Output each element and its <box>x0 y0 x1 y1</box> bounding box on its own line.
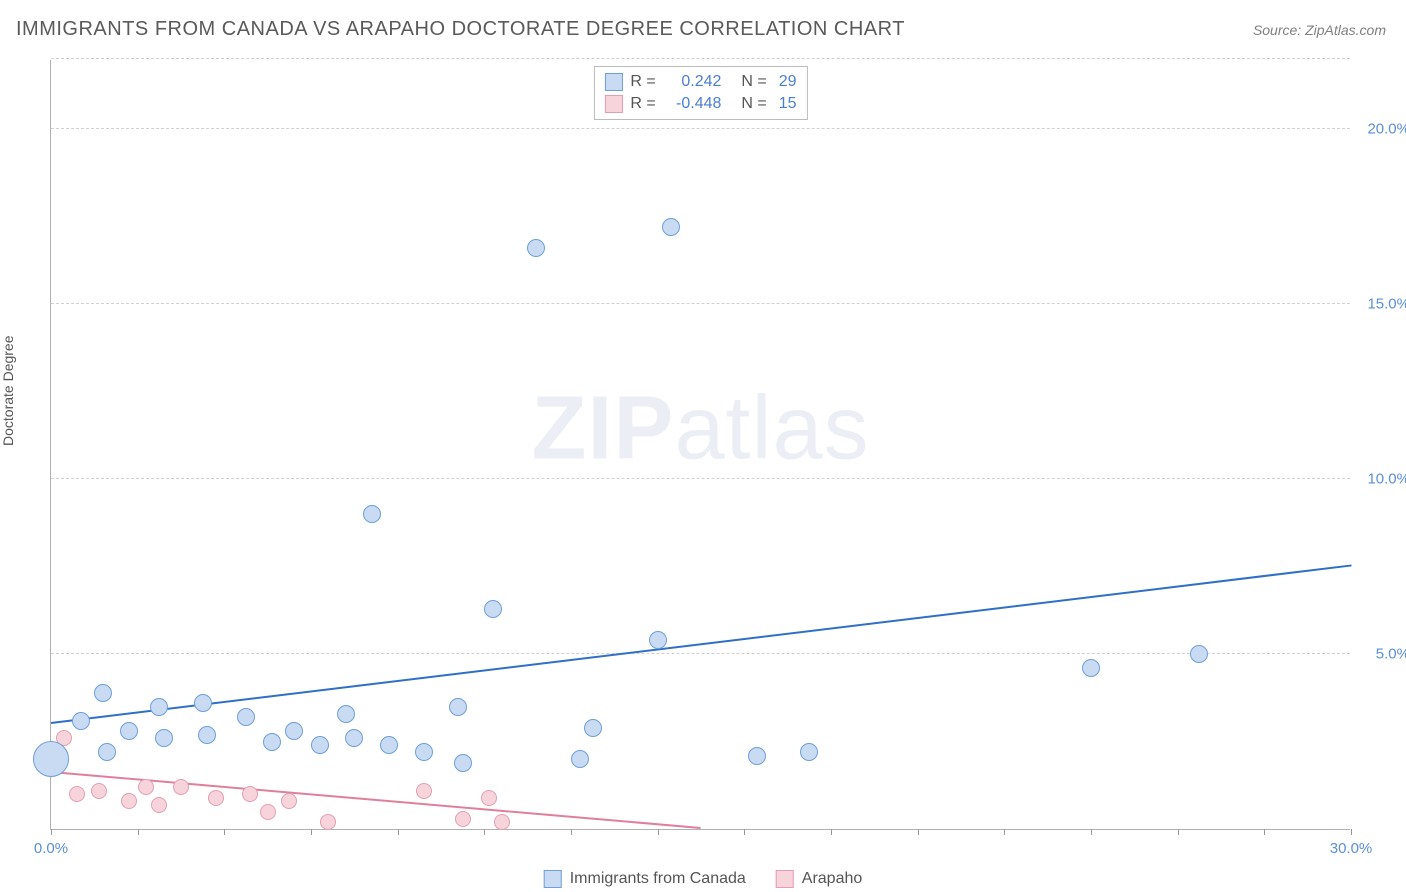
data-point <box>285 722 303 740</box>
data-point <box>527 239 545 257</box>
y-tick-label: 15.0% <box>1367 296 1406 313</box>
swatch-series1 <box>604 73 622 91</box>
swatch-series2 <box>604 95 622 113</box>
x-tick <box>1004 829 1005 835</box>
data-point <box>380 736 398 754</box>
data-point <box>455 811 471 827</box>
x-tick-label: 30.0% <box>1330 840 1373 857</box>
legend-item-2: Arapaho <box>776 870 863 888</box>
trend-line <box>51 565 1351 724</box>
x-tick <box>918 829 919 835</box>
data-point <box>454 754 472 772</box>
data-point <box>33 741 69 777</box>
data-point <box>151 797 167 813</box>
data-point <box>584 719 602 737</box>
data-point <box>337 705 355 723</box>
x-tick <box>831 829 832 835</box>
y-tick-label: 10.0% <box>1367 471 1406 488</box>
data-point <box>281 793 297 809</box>
x-tick <box>571 829 572 835</box>
y-tick-label: 5.0% <box>1376 646 1406 663</box>
data-point <box>208 790 224 806</box>
x-tick <box>138 829 139 835</box>
data-point <box>121 793 137 809</box>
data-point <box>415 743 433 761</box>
gridline-h <box>51 303 1350 304</box>
data-point <box>155 729 173 747</box>
x-tick <box>1178 829 1179 835</box>
data-point <box>311 736 329 754</box>
legend-item-1: Immigrants from Canada <box>544 870 746 888</box>
legend-swatch-1 <box>544 870 562 888</box>
data-point <box>263 733 281 751</box>
legend-label-2: Arapaho <box>802 870 863 888</box>
y-axis-label: Doctorate Degree <box>0 335 16 446</box>
data-point <box>120 722 138 740</box>
correlation-legend-box: R = 0.242 N = 29 R = -0.448 N = 15 <box>593 66 807 120</box>
data-point <box>91 783 107 799</box>
data-point <box>484 600 502 618</box>
data-point <box>98 743 116 761</box>
x-tick-label: 0.0% <box>34 840 68 857</box>
data-point <box>242 786 258 802</box>
x-tick <box>658 829 659 835</box>
data-point <box>363 505 381 523</box>
data-point <box>481 790 497 806</box>
chart-title: IMMIGRANTS FROM CANADA VS ARAPAHO DOCTOR… <box>16 18 905 41</box>
x-tick <box>1264 829 1265 835</box>
data-point <box>748 747 766 765</box>
data-point <box>194 694 212 712</box>
data-point <box>662 218 680 236</box>
data-point <box>494 814 510 830</box>
gridline-h <box>51 478 1350 479</box>
x-tick <box>1091 829 1092 835</box>
correlation-row-1: R = 0.242 N = 29 <box>604 71 796 93</box>
gridline-h <box>51 128 1350 129</box>
gridline-h <box>51 653 1350 654</box>
scatter-plot-area: ZIPatlas R = 0.242 N = 29 R = -0.448 N =… <box>50 60 1350 830</box>
data-point <box>198 726 216 744</box>
x-tick <box>398 829 399 835</box>
data-point <box>800 743 818 761</box>
watermark: ZIPatlas <box>531 378 869 481</box>
data-point <box>94 684 112 702</box>
data-point <box>138 779 154 795</box>
x-tick <box>311 829 312 835</box>
data-point <box>1190 645 1208 663</box>
data-point <box>449 698 467 716</box>
x-tick <box>51 829 52 835</box>
y-tick-label: 20.0% <box>1367 121 1406 138</box>
x-tick <box>224 829 225 835</box>
x-tick <box>1351 829 1352 835</box>
data-point <box>237 708 255 726</box>
data-point <box>571 750 589 768</box>
data-point <box>416 783 432 799</box>
x-tick <box>484 829 485 835</box>
source-attribution: Source: ZipAtlas.com <box>1253 22 1386 38</box>
data-point <box>72 712 90 730</box>
data-point <box>260 804 276 820</box>
correlation-row-2: R = -0.448 N = 15 <box>604 93 796 115</box>
data-point <box>649 631 667 649</box>
data-point <box>1082 659 1100 677</box>
legend-label-1: Immigrants from Canada <box>570 870 746 888</box>
data-point <box>173 779 189 795</box>
legend-swatch-2 <box>776 870 794 888</box>
data-point <box>150 698 168 716</box>
bottom-legend: Immigrants from Canada Arapaho <box>544 870 863 888</box>
x-tick <box>744 829 745 835</box>
data-point <box>345 729 363 747</box>
gridline-h <box>51 58 1350 59</box>
data-point <box>69 786 85 802</box>
data-point <box>320 814 336 830</box>
